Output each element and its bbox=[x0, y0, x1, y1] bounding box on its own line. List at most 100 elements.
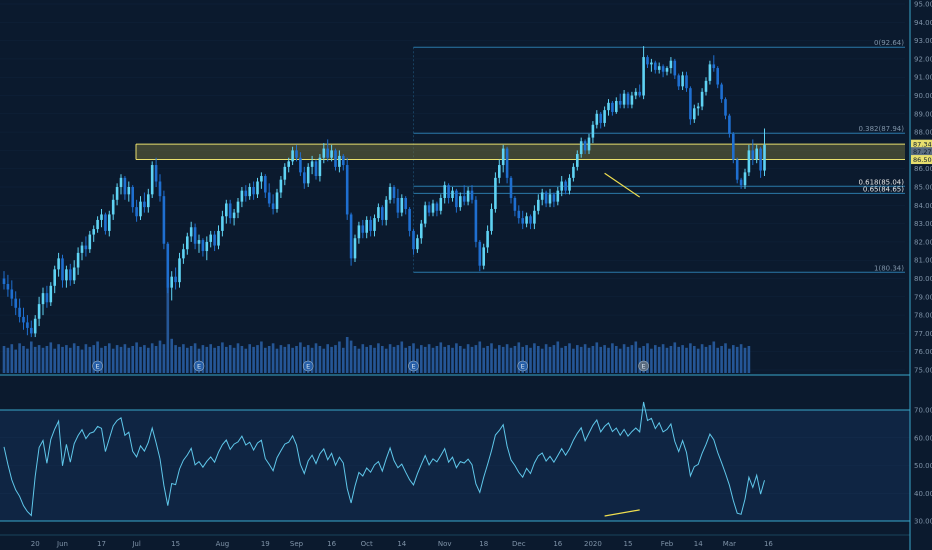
candle-body bbox=[474, 199, 478, 242]
volume-bar bbox=[381, 346, 384, 373]
candle-body bbox=[455, 190, 458, 208]
price-marker[interactable] bbox=[911, 147, 932, 157]
candle-body bbox=[306, 166, 310, 184]
candle-body bbox=[420, 223, 423, 239]
volume-bar bbox=[455, 343, 458, 373]
candle-body bbox=[712, 64, 716, 69]
badge-letter: E bbox=[411, 363, 415, 371]
candle bbox=[260, 172, 263, 189]
volume-bar bbox=[533, 343, 536, 373]
volume-bar bbox=[509, 347, 513, 373]
price-marker[interactable] bbox=[911, 155, 932, 165]
candle-body bbox=[564, 181, 567, 191]
badge-letter: E bbox=[642, 363, 646, 371]
price-tick-label: 95.00 bbox=[914, 1, 932, 9]
candle-body bbox=[513, 197, 517, 211]
badge-circle bbox=[302, 360, 314, 372]
candle-body bbox=[18, 307, 21, 317]
price-marker-label: 87.27 bbox=[913, 148, 932, 156]
candle bbox=[306, 163, 310, 187]
candle-body bbox=[178, 258, 181, 283]
candle bbox=[201, 238, 205, 257]
candle-body bbox=[377, 207, 380, 219]
candle-body bbox=[26, 322, 29, 328]
volume-bar bbox=[650, 348, 653, 373]
candle-body bbox=[135, 207, 138, 217]
candle-body bbox=[462, 196, 466, 202]
candle bbox=[37, 296, 41, 327]
candle-body bbox=[150, 165, 154, 195]
candle-body bbox=[228, 203, 232, 219]
volume-bar bbox=[166, 283, 170, 373]
time-axis[interactable]: 20 Jun 17 Jul 15 Aug 19 Sep 16 Oct 14 Nov 18 Dec 16 202… bbox=[31, 540, 774, 548]
volume-bar bbox=[700, 344, 704, 373]
earnings-badge-icon[interactable]: E bbox=[408, 360, 419, 372]
candle bbox=[607, 99, 610, 116]
candle-body bbox=[65, 269, 68, 281]
candle bbox=[267, 183, 271, 208]
price-marker[interactable] bbox=[911, 139, 932, 149]
volume-bar bbox=[170, 338, 173, 373]
candle bbox=[127, 181, 131, 202]
candle bbox=[556, 187, 560, 206]
volume-bar bbox=[560, 347, 563, 373]
volume-bar bbox=[353, 346, 357, 373]
volume-bar bbox=[708, 345, 712, 373]
price-tick-label: 83.00 bbox=[914, 220, 932, 228]
earnings-badge-icon[interactable]: E bbox=[302, 360, 314, 372]
candle-body bbox=[486, 230, 489, 248]
rsi-tick-label: 60.00 bbox=[914, 434, 932, 442]
candle bbox=[455, 188, 458, 213]
candle-body bbox=[310, 161, 314, 167]
price-tick-label: 94.00 bbox=[914, 19, 932, 27]
candle-body bbox=[728, 115, 731, 134]
volume-bar bbox=[119, 346, 123, 373]
candle-body bbox=[30, 327, 33, 334]
candle bbox=[431, 199, 435, 217]
earnings-badge-icon[interactable]: E bbox=[92, 360, 103, 372]
candle bbox=[76, 247, 80, 275]
volume-bar bbox=[69, 347, 72, 373]
earnings-badge-icon[interactable]: E bbox=[638, 360, 649, 372]
candle-body bbox=[373, 218, 376, 231]
volume-bar bbox=[564, 346, 567, 373]
candle bbox=[271, 194, 275, 215]
earnings-badge-icon[interactable]: E bbox=[517, 360, 529, 372]
price-axis[interactable]: 95.00 94.00 93.00 92.00 91.00 90.00 89.00 88.00… bbox=[909, 0, 932, 550]
candle bbox=[704, 77, 708, 96]
fibonacci-retracement[interactable]: 0(92.64) 0.382(87.94) 0.618(85.04)0.65(84.… bbox=[413, 39, 906, 273]
volume-bar bbox=[673, 342, 677, 373]
candle-body bbox=[576, 154, 579, 167]
candle-body bbox=[544, 192, 548, 204]
price-marker-label: 86.50 bbox=[913, 156, 932, 164]
candle bbox=[712, 55, 716, 72]
candle-body bbox=[466, 190, 470, 202]
candle bbox=[537, 194, 540, 215]
candle bbox=[369, 216, 372, 237]
candle-body bbox=[287, 161, 290, 167]
candle-body bbox=[115, 187, 119, 200]
volume-bar bbox=[182, 344, 185, 373]
time-tick-label: 14 bbox=[397, 540, 406, 548]
candle bbox=[330, 144, 333, 162]
candle bbox=[739, 177, 743, 189]
candle bbox=[404, 196, 407, 215]
candle bbox=[115, 183, 119, 206]
candle-body bbox=[665, 68, 669, 72]
candle-body bbox=[111, 199, 115, 215]
earnings-badge-icon[interactable]: E bbox=[193, 360, 205, 372]
volume-bar bbox=[646, 343, 649, 373]
candle-body bbox=[591, 124, 595, 138]
volume-bar bbox=[256, 345, 259, 373]
candle-body bbox=[186, 236, 189, 250]
candle-body bbox=[607, 102, 610, 111]
candle bbox=[747, 144, 751, 177]
price-trendline[interactable] bbox=[604, 172, 641, 198]
candle-body bbox=[182, 249, 185, 259]
price-tick-label: 82.00 bbox=[914, 238, 932, 246]
candle-body bbox=[482, 247, 485, 266]
resistance-band[interactable] bbox=[135, 143, 905, 161]
candle bbox=[700, 88, 704, 111]
